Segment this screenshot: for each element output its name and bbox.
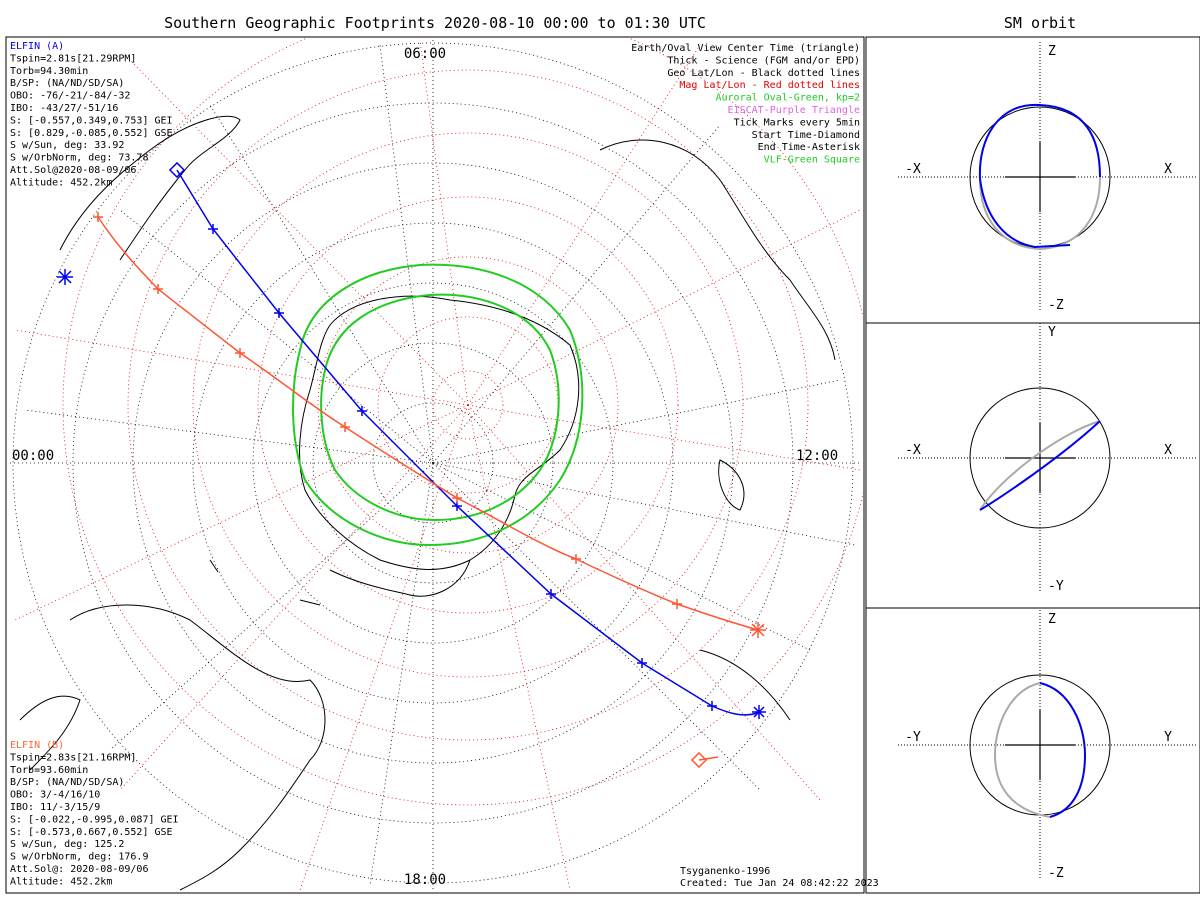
credit-line: Tsyganenko-1996	[680, 866, 770, 877]
axis-label-top: Z	[1048, 612, 1056, 627]
orbit-shadow	[979, 420, 1101, 511]
legend-item: Geo Lat/Lon - Black dotted lines	[667, 68, 860, 79]
elfin-b-line: S: [-0.022,-0.995,0.087] GEI	[10, 814, 179, 825]
map-frame	[5, 36, 865, 894]
elfin-a-ticks	[208, 224, 717, 711]
legend-item: Earth/Oval View Center Time (triangle)	[631, 43, 860, 54]
elfin-b-start-diamond	[690, 751, 708, 769]
hour-label-bottom: 18:00	[404, 872, 446, 888]
elfin-b-start-segment	[698, 756, 719, 761]
map-title: Southern Geographic Footprints 2020-08-1…	[164, 14, 706, 32]
elfin-b-info: ELFIN (B)Tspin=2.83s[21.16RPM] Torb=93.60…	[10, 740, 179, 887]
elfin-a-label: ELFIN (A)	[10, 41, 64, 52]
elfin-a-line: Torb=94.30min	[10, 66, 88, 77]
axis-label-bottom: -Z	[1048, 298, 1064, 313]
orbit-panel-1: Z -Z -X X	[898, 42, 1198, 313]
axis-label-left: -X	[905, 443, 921, 458]
elfin-a-end-asterisk	[752, 705, 766, 719]
elfin-a-line: S w/OrbNorm, deg: 73.78	[10, 153, 148, 164]
elfin-a-line: Altitude: 452.2km	[10, 177, 112, 188]
elfin-b-line: S w/OrbNorm, deg: 176.9	[10, 852, 148, 863]
orbit-a	[979, 420, 1101, 511]
elfin-a-line: B/SP: (NA/ND/SD/SA)	[10, 78, 124, 89]
elfin-a-line: S: [-0.557,0.349,0.753] GEI	[10, 115, 173, 126]
elfin-a-line: Tspin=2.81s[21.29RPM]	[10, 53, 136, 64]
axis-label-bottom: -Y	[1048, 579, 1064, 594]
legend-item: Start Time-Diamond	[752, 130, 860, 141]
elfin-a-info: ELFIN (A)Tspin=2.81s[21.29RPM] Torb=94.30…	[10, 41, 173, 188]
elfin-b-line: S w/Sun, deg: 125.2	[10, 839, 124, 850]
axis-label-left: -X	[905, 162, 921, 177]
orbit-panel-2: Y -Y -X X	[898, 323, 1198, 594]
orbit-a	[979, 178, 1071, 249]
elfin-b-label: ELFIN (B)	[10, 740, 64, 751]
hour-label-left: 00:00	[12, 448, 54, 464]
elfin-a-line: IBO: -43/27/-51/16	[10, 103, 118, 114]
axis-label-right: X	[1164, 443, 1172, 458]
legend-item: Auroral Oval-Green, kp=2	[716, 93, 861, 104]
elfin-b-line: B/SP: (NA/ND/SD/SA)	[10, 777, 124, 788]
orbit-a	[1039, 682, 1087, 818]
elfin-b-end-asterisk	[750, 622, 766, 638]
elfin-b-line: Tspin=2.83s[21.16RPM]	[10, 752, 136, 763]
elfin-a-line: S w/Sun, deg: 33.92	[10, 140, 124, 151]
legend-item: EISCAT-Purple Triangle	[728, 105, 860, 116]
credit-line: Created: Tue Jan 24 08:42:22 2023	[680, 878, 879, 889]
legend-item: Tick Marks every 5min	[734, 117, 860, 128]
elfin-b-line: Torb=93.60min	[10, 765, 88, 776]
orbit-a	[978, 103, 1101, 180]
legend-item: Thick - Science (FGM and/or EPD)	[667, 55, 860, 66]
axis-label-right: Y	[1164, 730, 1172, 745]
orbit-shadow	[979, 176, 1101, 251]
coastlines	[19, 115, 836, 891]
elfin-a-view-marker	[57, 269, 73, 285]
elfin-b-line: Altitude: 452.2km	[10, 876, 112, 887]
axis-label-top: Y	[1048, 325, 1056, 340]
elfin-b-line: OBO: 3/-4/16/10	[10, 790, 100, 801]
elfin-b-track	[97, 216, 759, 631]
elfin-b-line: S: [-0.573,0.667,0.552] GSE	[10, 827, 173, 838]
elfin-b-line: Att.Sol@: 2020-08-09/06	[10, 864, 148, 875]
legend-item: End Time-Asterisk	[758, 142, 860, 153]
polar-map	[10, 38, 863, 891]
axis-label-right: X	[1164, 162, 1172, 177]
legend: Earth/Oval View Center Time (triangle)Th…	[631, 43, 860, 166]
elfin-b-line: IBO: 11/-3/15/9	[10, 802, 100, 813]
orbit-panel-3: Z -Z -Y Y	[898, 610, 1198, 881]
hour-labels: 06:00 00:00 12:00 18:00	[12, 46, 838, 888]
orbit-frame	[865, 36, 1200, 894]
auroral-ovals	[292, 263, 584, 547]
elfin-a-line: Att.Sol@2020-08-09/06	[10, 165, 136, 176]
hour-label-right: 12:00	[796, 448, 838, 464]
geo-grid	[10, 40, 860, 890]
orbit-title: SM orbit	[1004, 14, 1076, 32]
elfin-b-ticks	[93, 212, 682, 609]
hour-label-top: 06:00	[404, 46, 446, 62]
orbit-shadow	[993, 682, 1051, 818]
axis-label-bottom: -Z	[1048, 866, 1064, 881]
elfin-a-track	[176, 169, 761, 716]
orbit-panels: Z -Z -X X Y -Y -X X Z -Z -Y Y	[898, 42, 1198, 881]
legend-item: VLF-Green Square	[764, 155, 860, 166]
elfin-a-start-diamond	[168, 161, 186, 179]
axis-label-left: -Y	[905, 730, 921, 745]
axis-label-top: Z	[1048, 44, 1056, 59]
legend-item: Mag Lat/Lon - Red dotted lines	[679, 80, 860, 91]
elfin-a-line: S: [0.829,-0.085,0.552] GSE	[10, 128, 173, 139]
elfin-a-line: OBO: -76/-21/-84/-32	[10, 91, 130, 102]
